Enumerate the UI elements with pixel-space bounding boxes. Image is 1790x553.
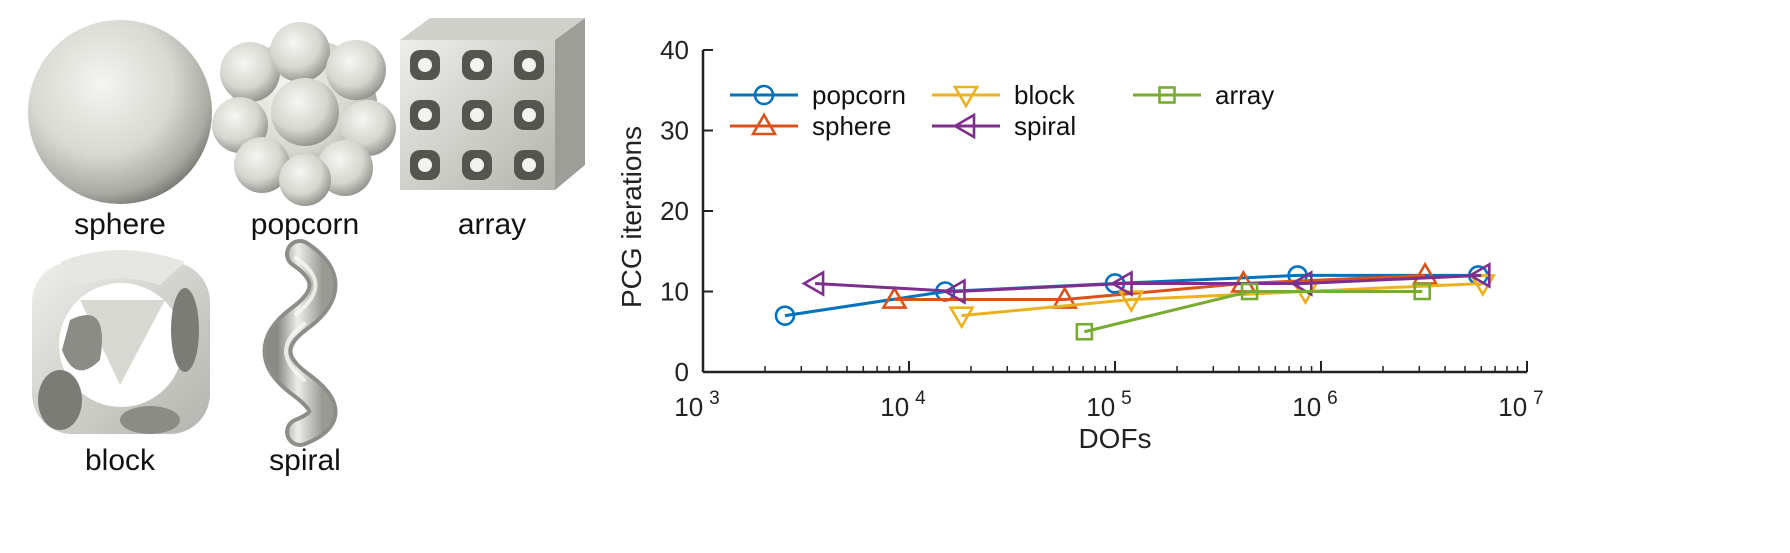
shape-label-block: block [85, 444, 156, 477]
data-point-spiral [1467, 262, 1491, 289]
x-axis-title: DOFs [1078, 423, 1151, 454]
y-tick-label: 10 [660, 277, 689, 307]
x-tick-label: 10 7 [1498, 388, 1544, 422]
data-point-array [1240, 282, 1259, 301]
legend-marker-sphere [750, 112, 778, 136]
sphere-render [28, 20, 212, 204]
legend-marker-popcorn [753, 84, 775, 106]
data-point-sphere [1051, 285, 1078, 309]
y-axis-title: PCG iterations [616, 126, 647, 308]
array-render [400, 18, 585, 190]
chart-series-layer [774, 261, 1497, 341]
shape-label-spiral: spiral [269, 444, 341, 477]
series-line-array [1084, 290, 1423, 334]
shape-label-sphere: sphere [74, 208, 166, 241]
x-tick-label: 10 6 [1292, 388, 1338, 422]
shape-label-popcorn: popcorn [251, 208, 359, 241]
series-array [1075, 282, 1432, 341]
data-point-spiral [1289, 270, 1313, 297]
data-point-spiral [942, 278, 966, 305]
series-line-sphere [894, 273, 1426, 302]
data-point-popcorn [774, 305, 796, 326]
series-line-spiral [814, 273, 1482, 294]
x-tick-label: 10 5 [1086, 388, 1132, 422]
legend-label-array: array [1215, 80, 1274, 110]
y-tick-label: 30 [660, 116, 689, 146]
shape-gallery: sphere popcorn array block spiral [28, 18, 585, 477]
chart-axes: 0 10 20 30 40 10 3 10 4 10 5 10 6 10 7 [660, 35, 1544, 422]
series-sphere [881, 261, 1439, 309]
legend-marker-block [952, 85, 980, 109]
legend-label-popcorn: popcorn [812, 80, 906, 110]
data-point-spiral [1109, 270, 1133, 297]
series-line-block [961, 281, 1483, 318]
legend-marker-array [1158, 86, 1176, 104]
legend-label-spiral: spiral [1014, 111, 1076, 141]
popcorn-render [212, 22, 396, 206]
data-point-block [948, 306, 975, 330]
legend-label-block: block [1014, 80, 1076, 110]
legend-entry-spiral: spiral [932, 111, 1076, 141]
y-tick-label: 20 [660, 196, 689, 226]
legend-entry-sphere: sphere [730, 111, 892, 141]
legend-marker-spiral [952, 112, 976, 140]
x-tick-label: 10 3 [674, 388, 720, 422]
series-spiral [801, 262, 1491, 305]
data-point-spiral [801, 270, 825, 297]
spiral-render [262, 239, 338, 447]
data-point-array [1413, 282, 1432, 301]
legend-entry-popcorn: popcorn [730, 80, 906, 110]
data-point-array [1075, 322, 1094, 341]
legend-label-sphere: sphere [812, 111, 892, 141]
data-point-sphere [881, 285, 908, 309]
y-tick-label: 0 [675, 357, 689, 387]
legend-entry-array: array [1133, 80, 1274, 110]
legend-entry-block: block [932, 80, 1076, 110]
x-tick-label: 10 4 [880, 388, 926, 422]
y-tick-label: 40 [660, 35, 689, 65]
block-render [32, 250, 210, 434]
shape-label-array: array [458, 208, 526, 241]
